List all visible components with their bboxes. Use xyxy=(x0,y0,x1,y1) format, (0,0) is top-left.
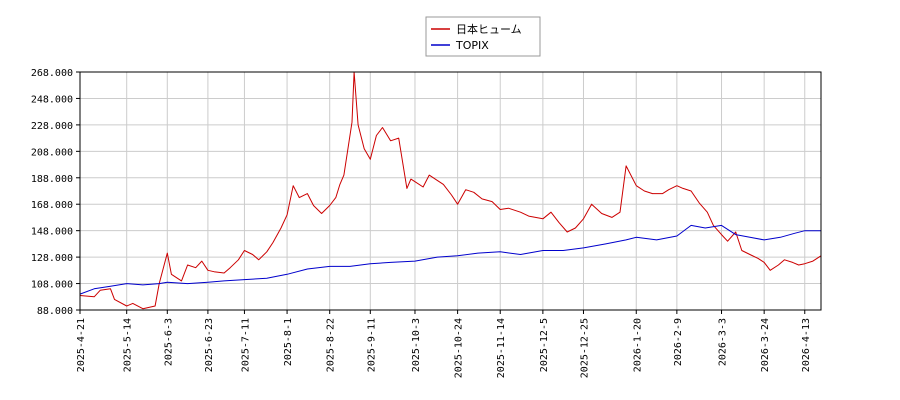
x-tick-label: 2025-8-1 xyxy=(283,318,294,366)
legend-box xyxy=(425,16,541,57)
x-tick-label: 2025-6-23 xyxy=(204,318,215,372)
y-tick-label: 268.000 xyxy=(31,68,73,79)
x-tick-label: 2025-12-25 xyxy=(579,318,590,378)
x-tick-label: 2026-3-24 xyxy=(760,318,771,372)
series-line-1 xyxy=(79,224,821,295)
y-tick-label: 228.000 xyxy=(31,121,73,132)
y-tick-label: 148.000 xyxy=(31,227,73,238)
x-tick-label: 2025-11-14 xyxy=(496,318,507,378)
x-tick-label: 2025-8-22 xyxy=(326,318,337,372)
plot-area xyxy=(80,72,821,310)
plot-border xyxy=(79,71,822,311)
x-tick-label: 2026-1-20 xyxy=(632,318,643,372)
y-tick-label: 208.000 xyxy=(31,147,73,158)
y-tick-label: 88.000 xyxy=(37,306,73,317)
series-line-0 xyxy=(79,71,822,310)
y-tick-label: 188.000 xyxy=(31,174,73,185)
legend-label-topix: TOPIX xyxy=(455,39,489,52)
x-tick-label: 2026-3-3 xyxy=(718,318,729,366)
x-tick-label: 2025-4-21 xyxy=(76,318,87,372)
x-tick-label: 2025-6-3 xyxy=(163,318,174,366)
x-tick-label: 2025-12-5 xyxy=(539,318,550,372)
series-lines xyxy=(79,71,822,310)
x-tick-label: 2025-7-11 xyxy=(240,318,251,372)
x-tick-label: 2026-2-9 xyxy=(673,318,684,366)
x-tick-label: 2025-5-14 xyxy=(123,318,134,372)
x-tick-label: 2025-10-3 xyxy=(411,318,422,372)
y-tick-label: 108.000 xyxy=(31,280,73,291)
y-tick-label: 128.000 xyxy=(31,253,73,264)
x-tick-label: 2025-9-11 xyxy=(366,318,377,372)
x-tick-label: 2025-10-24 xyxy=(454,318,465,378)
y-axis: 88.000 108.000 128.000 148.000 168.000 188.00… xyxy=(31,68,80,317)
legend-label-nihon-hume: 日本ヒューム xyxy=(456,22,522,36)
x-axis: 2025-4-21 2025-5-14 2025-6-3 2025-6-23 2025-… xyxy=(76,310,812,378)
y-tick-label: 248.000 xyxy=(31,94,73,105)
x-tick-label: 2026-4-13 xyxy=(801,318,812,372)
legend: 日本ヒューム TOPIX xyxy=(425,16,541,57)
y-tick-label: 168.000 xyxy=(31,200,73,211)
